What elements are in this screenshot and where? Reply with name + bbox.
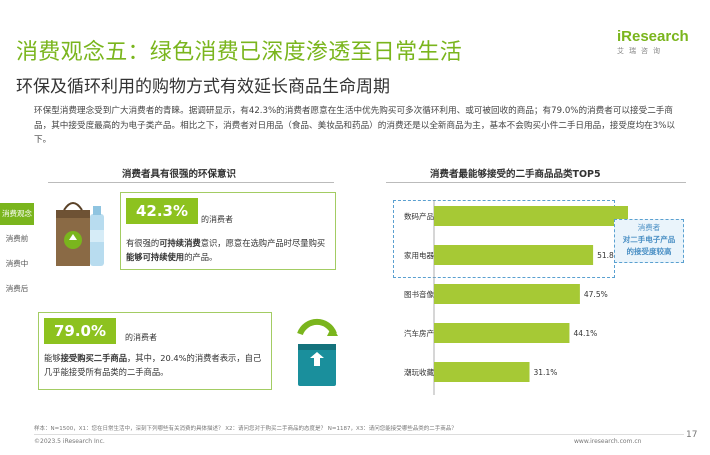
intro-paragraph: 环保型消费理念受到广大消费者的青睐。据调研显示，有42.3%的消费者愿意在生活中… <box>34 106 675 145</box>
chart-value-label: 47.5% <box>584 290 608 299</box>
chart-bar <box>434 206 628 226</box>
chart-bar <box>434 323 570 343</box>
stat-card-1-percentage: 42.3% <box>126 198 198 224</box>
page-number: 17 <box>686 430 698 440</box>
recycle-bin-icon <box>288 316 346 388</box>
right-section-heading: 消费者最能够接受的二手商品品类TOP5 <box>430 169 601 180</box>
stat-card-2-percentage: 79.0% <box>44 318 116 344</box>
footer-divider <box>34 434 684 435</box>
chart-category-label: 家用电器 <box>404 250 434 260</box>
chart-category-label: 图书音像 <box>404 289 434 299</box>
stat-card-secondhand <box>38 312 272 390</box>
left-section-heading: 消费者具有很强的环保意识 <box>122 169 237 180</box>
stat-card-1-text: 有很强的可持续消费意识，愿意在选购产品时尽量购买能够可持续使用的产品。 <box>126 238 326 262</box>
right-section-divider <box>386 182 686 183</box>
chart-value-label: 51.8% <box>597 251 621 260</box>
chart-value-label: 44.1% <box>573 329 597 338</box>
callout-line-3: 的接受度较高 <box>626 247 672 256</box>
secondhand-categories-bar-chart: 数码产品65.0%家用电器51.8%图书音像47.5%汽车房产44.1%潮玩收藏… <box>404 200 628 395</box>
chart-category-label: 潮玩收藏 <box>404 367 434 377</box>
chart-callout: 消费者 对二手电子产品 的接受度较高 <box>614 219 684 263</box>
left-section-divider <box>48 182 334 183</box>
iresearch-logo: iResearch 艾瑞咨询 <box>617 28 693 68</box>
logo-text: iResearch <box>617 28 689 45</box>
callout-line-2: 对二手电子产品 <box>622 235 676 244</box>
stat-card-2-text: 能够接受购买二手商品，其中，20.4%的消费者表示，自己几乎能接受所有品类的二手… <box>44 353 262 377</box>
page-title: 消费观念五：绿色消费已深度渗透至日常生活 <box>16 40 463 65</box>
stat-card-sustainable <box>120 192 336 270</box>
chart-bar <box>434 362 530 382</box>
footer-website[interactable]: www.iresearch.com.cn <box>574 438 642 445</box>
chart-bar <box>434 245 594 265</box>
footnote: 样本：N=1500，X1：您在日常生活中，深刻下列哪些有关消费的具体描述？ X2… <box>34 426 457 432</box>
side-tab-during-consumption[interactable]: 消费中 <box>5 259 29 268</box>
shopping-bag-icon <box>52 196 110 268</box>
side-tab-before-consumption[interactable]: 消费前 <box>5 234 29 243</box>
chart-category-label: 数码产品 <box>404 211 434 221</box>
side-tab-after-consumption[interactable]: 消费后 <box>5 284 29 293</box>
stat-card-2-suffix: 的消费者 <box>125 333 157 342</box>
logo-subtext: 艾瑞咨询 <box>617 47 665 55</box>
stat-card-1-suffix: 的消费者 <box>201 215 233 224</box>
side-tab-consumption-concept[interactable]: 消费观念 <box>0 203 34 225</box>
chart-value-label: 31.1% <box>534 368 558 377</box>
footer-copyright: ©2023.5 iResearch Inc. <box>34 438 105 445</box>
page-subtitle: 环保及循环利用的购物方式有效延长商品生命周期 <box>16 77 390 97</box>
chart-category-label: 汽车房产 <box>404 328 434 338</box>
chart-bar <box>434 284 580 304</box>
callout-line-1: 消费者 <box>637 223 661 232</box>
